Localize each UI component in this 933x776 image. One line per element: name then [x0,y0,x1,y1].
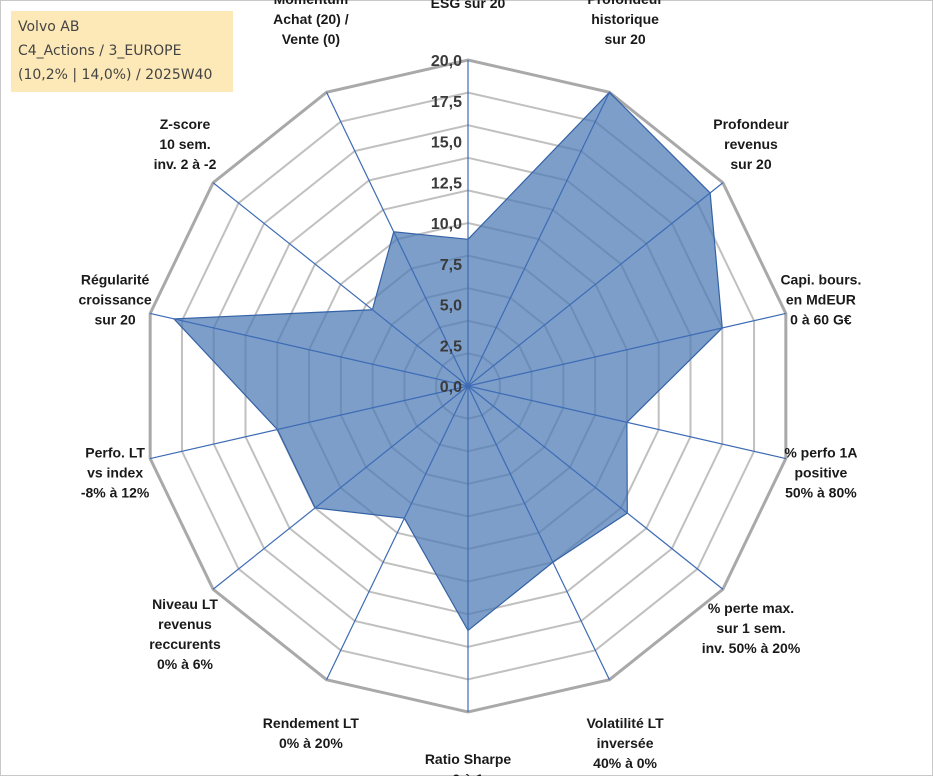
r-tick-label-3: 7,5 [440,257,462,274]
axis-spoke-12 [150,312,469,387]
axis-label-3: Profondeur revenus sur 20 [713,116,789,172]
axis-spoke-2 [467,92,610,387]
chart-title: Volvo AB [18,19,80,35]
axis-label-14: MomentumAchat (20) /Vente (0) [273,0,349,47]
axis-label-7: Volatilité LT inversée 40% à 0% [586,715,664,771]
axis-label-1: NoteESG sur 20 [431,0,506,11]
axis-spoke-13 [212,182,469,387]
axis-label-9: Rendement LT 0% à 20% [263,715,360,751]
axis-label-4: Capi. bours. en MdEUR 0 à 60 G€ [780,272,861,328]
axis-label-10: Niveau LT revenus reccurents 0% à 6% [149,596,221,672]
axis-spoke-4 [467,312,786,387]
r-tick-label-6: 15,0 [431,135,462,152]
r-tick-label-2: 5,0 [440,298,462,315]
axis-spoke-5 [467,385,786,460]
axis-label-12: Régularité croissance sur 20 [79,272,152,328]
r-tick-label-7: 17,5 [431,94,462,111]
r-tick-label-1: 2,5 [440,338,462,355]
axis-label-13: Z-score 10 sem. inv. 2 à -2 [154,116,217,172]
chart-subtitle-stats: (10,2% | 14,0%) / 2025W40 [18,67,213,83]
axis-label-8: Ratio Sharpe0 à 1 [425,751,512,776]
axis-spoke-10 [212,385,469,590]
axis-spoke-6 [467,385,724,590]
r-tick-label-0: 0,0 [440,379,462,396]
axis-label-11: Perfo. LT vs index -8% à 12% [81,444,150,500]
r-tick-label-5: 12,5 [431,175,462,192]
axis-spoke-3 [467,182,724,387]
axis-spoke-11 [150,385,469,460]
chart-subtitle-category: C4_Actions / 3_EUROPE [18,43,182,59]
r-tick-label-8: 20,0 [431,53,462,70]
r-tick-label-4: 10,0 [431,216,462,233]
axis-label-6: % perte max. sur 1 sem. inv. 50% à 20% [702,600,801,656]
axis-spoke-7 [467,385,610,680]
series-area-volvo-ab [172,91,723,632]
axis-label-5: % perfo 1A positive 50% à 80% [784,444,857,500]
axis-spoke-14 [326,92,469,387]
axis-spoke-9 [326,385,469,680]
chart-title-box: Volvo AB C4_Actions / 3_EUROPE (10,2% | … [11,11,233,92]
axis-label-2: Profondeurhistoriquesur 20 [587,0,663,47]
